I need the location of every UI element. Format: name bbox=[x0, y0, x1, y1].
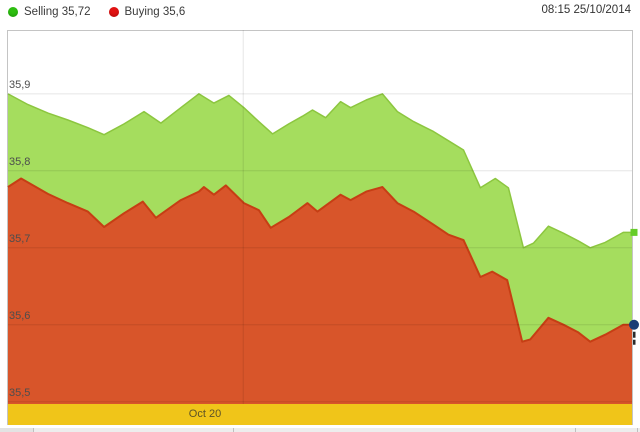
clipped-price-label bbox=[633, 331, 636, 338]
chart-legend: Selling 35,72 Buying 35,6 bbox=[8, 2, 185, 22]
buying-series-icon bbox=[108, 7, 119, 17]
x-axis-band: Oct 20 bbox=[8, 404, 632, 425]
legend-label-selling: Selling 35,72 bbox=[24, 6, 91, 18]
area-buying bbox=[8, 178, 632, 404]
line-buying bbox=[7, 177, 632, 343]
selling-series-icon bbox=[8, 7, 18, 17]
y-tick-label: 35,8 bbox=[9, 155, 31, 168]
bottom-clipped-strip bbox=[0, 427, 640, 432]
line-selling bbox=[7, 93, 632, 249]
clipped-price-label bbox=[633, 339, 636, 345]
strip-segment bbox=[0, 428, 33, 432]
y-tick-label: 35,7 bbox=[9, 232, 31, 245]
legend-item-selling[interactable]: Selling 35,72 bbox=[8, 6, 91, 18]
strip-divider bbox=[33, 428, 34, 432]
chart-timestamp: 08:15 25/10/2014 bbox=[541, 4, 631, 16]
strip-divider bbox=[233, 428, 234, 432]
current-price-marker-selling bbox=[630, 228, 638, 236]
x-axis-day-label: Oct 20 bbox=[188, 408, 222, 420]
legend-item-buying[interactable]: Buying 35,6 bbox=[108, 6, 186, 18]
y-tick-label: 35,6 bbox=[9, 309, 31, 322]
y-tick-label: 35,5 bbox=[9, 386, 31, 399]
strip-divider bbox=[575, 428, 576, 432]
y-tick-label: 35,9 bbox=[9, 78, 31, 91]
current-price-marker-buying bbox=[629, 319, 639, 330]
legend-label-buying: Buying 35,6 bbox=[124, 6, 186, 18]
strip-divider bbox=[637, 428, 638, 432]
